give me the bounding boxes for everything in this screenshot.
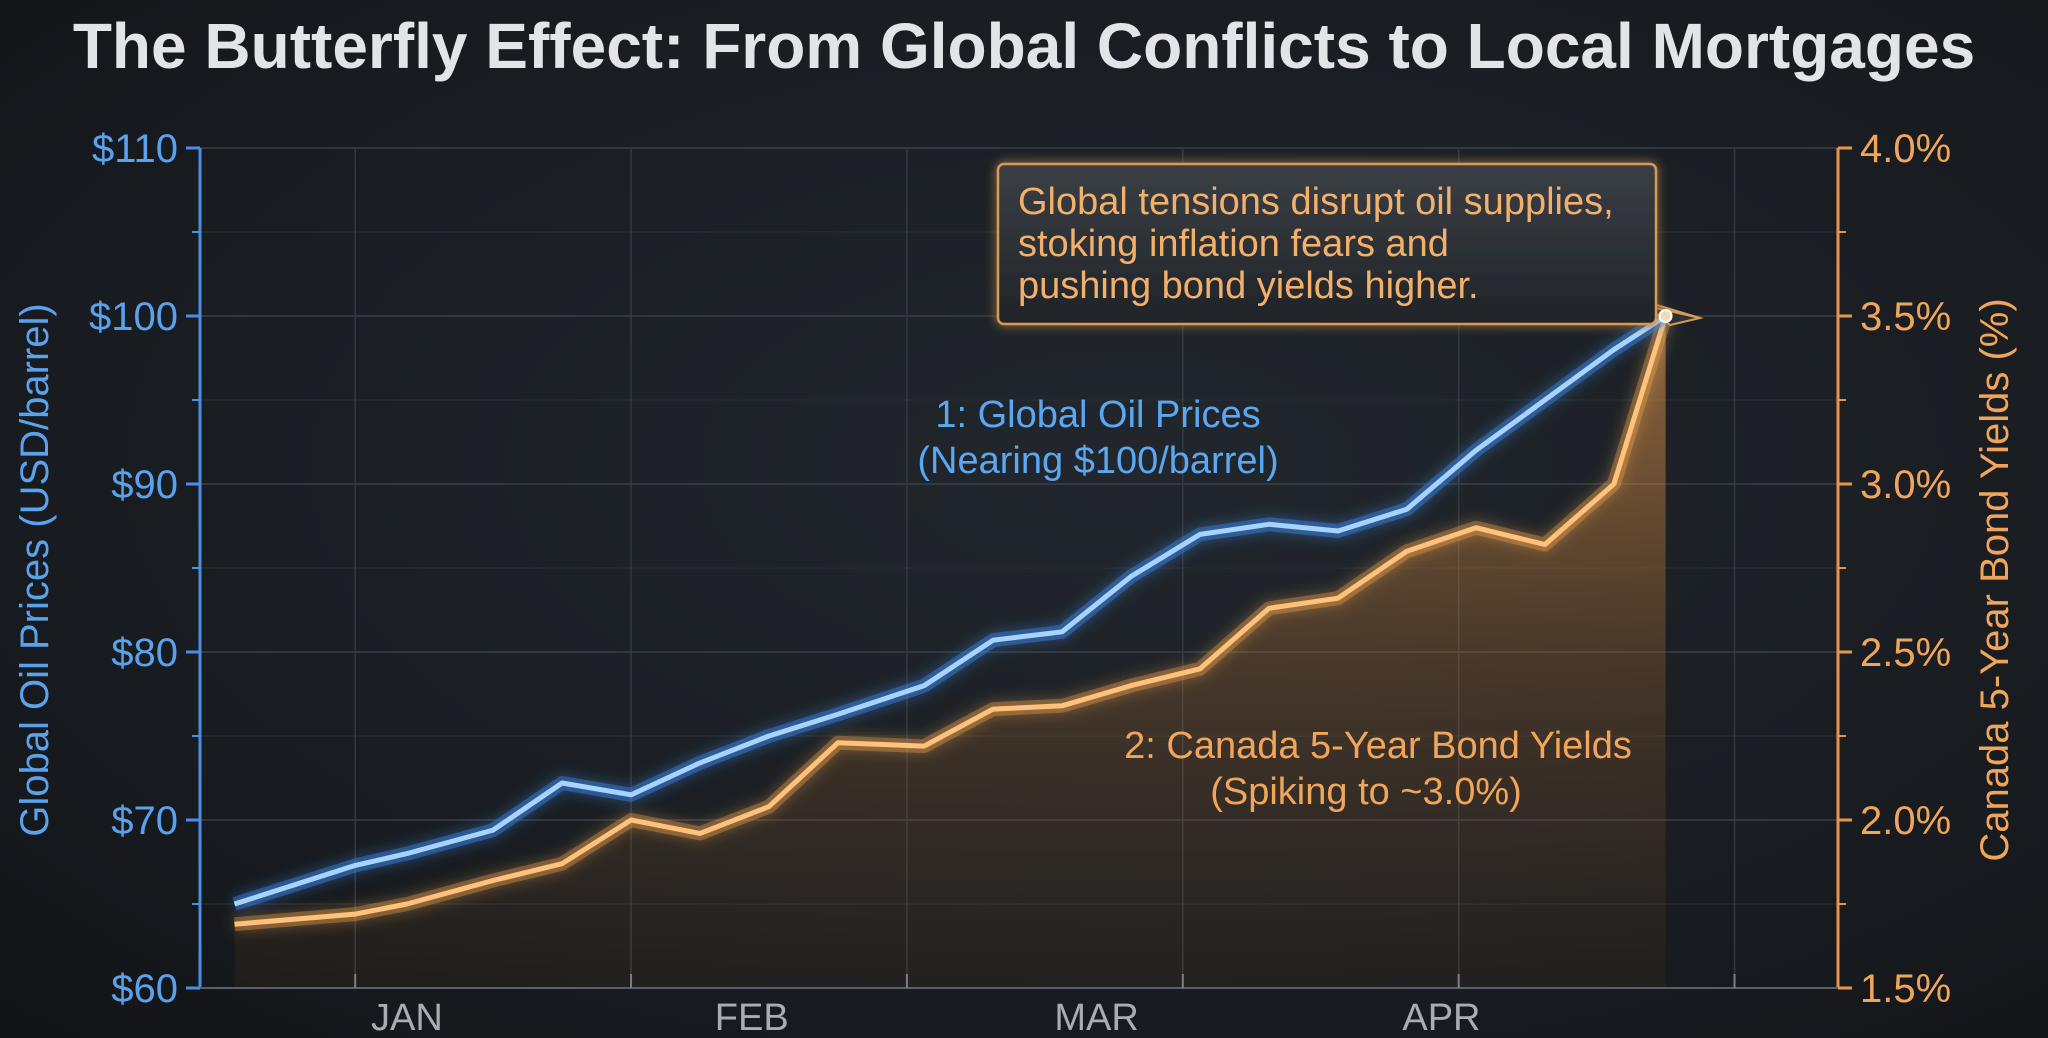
callout-line-1: Global tensions disrupt oil supplies, — [1018, 181, 1614, 223]
oil-price-point — [490, 827, 496, 833]
oil-series-sublabel: (Nearing $100/barrel) — [917, 440, 1278, 482]
y-axis-left-title: Global Oil Prices (USD/barrel) — [13, 303, 57, 836]
oil-price-point — [1128, 573, 1134, 579]
oil-price-point — [766, 733, 772, 739]
y-right-tick-label: 2.5% — [1860, 631, 1951, 675]
oil-price-point — [1335, 528, 1341, 534]
bond-yield-point — [628, 817, 634, 823]
bond-yield-point — [404, 901, 410, 907]
bond-yield-point — [990, 706, 996, 712]
y-left-tick-label: $110 — [92, 127, 178, 171]
oil-price-point — [921, 683, 927, 689]
oil-price-point — [1542, 397, 1548, 403]
bond-yield-point — [1059, 703, 1065, 709]
callout-box — [996, 162, 1658, 326]
oil-price-point — [628, 792, 634, 798]
bond-yield-point — [231, 921, 237, 927]
bond-yield-point — [697, 830, 703, 836]
oil-price-point — [990, 637, 996, 643]
end-point-marker — [1658, 309, 1673, 323]
bond-yield-point — [766, 804, 772, 810]
axes — [186, 146, 1852, 990]
oil-price-point — [1611, 347, 1617, 353]
oil-price-point — [404, 851, 410, 857]
callout-line-3: pushing bond yields higher. — [1018, 265, 1479, 307]
x-tick-label: JAN — [371, 997, 443, 1038]
bond-yields-area — [234, 316, 1666, 988]
y-right-tick-label: 4.0% — [1860, 127, 1951, 171]
oil-series-label: 1: Global Oil Prices — [935, 394, 1260, 436]
oil-price-point — [1059, 629, 1065, 635]
bond-yield-point — [835, 740, 841, 746]
chart-title: The Butterfly Effect: From Global Confli… — [73, 10, 1975, 82]
y-left-tick-label: $100 — [89, 295, 178, 339]
x-tick-label: FEB — [715, 997, 789, 1038]
oil-price-point — [352, 862, 358, 868]
bond-yield-point — [1611, 481, 1617, 487]
bond-series-sublabel: (Spiking to ~3.0%) — [1210, 771, 1522, 813]
oil-price-point — [1473, 447, 1479, 453]
bond-yield-point — [1128, 683, 1134, 689]
oil-price-point — [1197, 531, 1203, 537]
oil-price-point — [1404, 506, 1410, 512]
oil-price-point — [1266, 521, 1272, 527]
bond-yield-point — [1473, 525, 1479, 531]
bond-yield-point — [559, 861, 565, 867]
y-right-tick-label: 1.5% — [1860, 967, 1951, 1011]
oil-price-point — [559, 780, 565, 786]
y-right-tick-label: 3.5% — [1860, 295, 1951, 339]
oil-price-point — [231, 901, 237, 907]
tick-labels: $60 $70 $80 $90 $100 $110 1.5% 2.0% 2.5% 3.0% 3.5%… — [89, 127, 1951, 1038]
y-left-tick-label: $70 — [111, 799, 178, 843]
bond-yield-point — [1542, 541, 1548, 547]
y-left-tick-label: $60 — [111, 967, 178, 1011]
bond-series-label: 2: Canada 5-Year Bond Yields — [1124, 725, 1632, 767]
y-right-tick-label: 3.0% — [1860, 463, 1951, 507]
x-tick-label: MAR — [1054, 997, 1138, 1038]
bond-yield-point — [490, 877, 496, 883]
bond-yield-point — [1335, 595, 1341, 601]
oil-price-point — [697, 760, 703, 766]
x-tick-label: APR — [1402, 997, 1480, 1038]
bond-yield-point — [1404, 548, 1410, 554]
bond-yield-point — [1266, 605, 1272, 611]
bond-yield-point — [352, 911, 358, 917]
y-axis-right-title: Canada 5-Year Bond Yields (%) — [1973, 298, 2017, 861]
bond-yield-point — [1197, 666, 1203, 672]
oil-prices-line — [233, 313, 1667, 907]
callout-line-2: stoking inflation fears and — [1018, 223, 1449, 265]
y-right-tick-label: 2.0% — [1860, 799, 1951, 843]
y-left-tick-label: $90 — [111, 463, 178, 507]
y-left-tick-label: $80 — [111, 631, 178, 675]
bond-yield-point — [921, 743, 927, 749]
bond-yields-line — [234, 315, 1668, 927]
oil-price-point — [835, 711, 841, 717]
callout: Global tensions disrupt oil supplies, st… — [996, 162, 1704, 327]
